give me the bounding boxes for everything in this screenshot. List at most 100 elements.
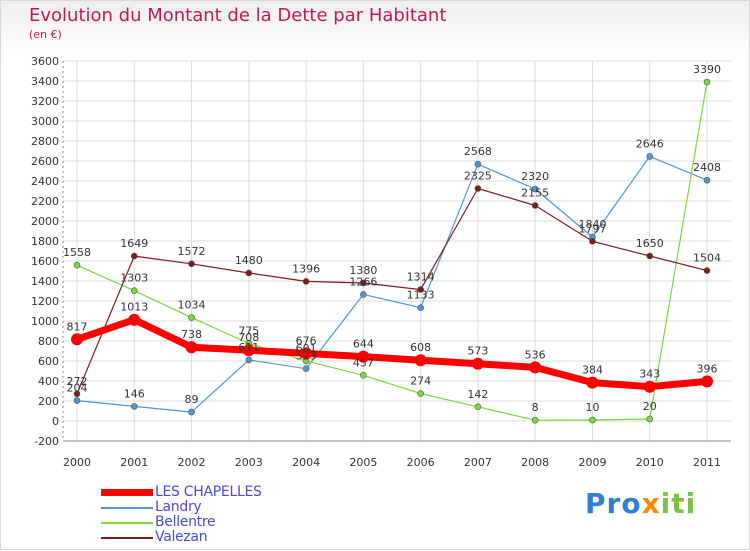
data-point (360, 291, 367, 298)
y-tick-label: 1800 (31, 235, 59, 248)
data-label: 1034 (178, 299, 206, 312)
legend-label: Bellentre (155, 514, 216, 530)
data-label: 8 (532, 401, 539, 414)
data-label: 274 (410, 375, 431, 388)
x-tick-label: 2004 (292, 456, 320, 469)
proxiti-logo: Proxiti (585, 487, 697, 520)
y-tick-label: 1200 (31, 295, 59, 308)
series-line-les-chapelles (75, 316, 708, 391)
legend-label: Valezan (155, 529, 208, 545)
x-tick-label: 2008 (521, 456, 549, 469)
data-label: 10 (585, 401, 599, 414)
data-point (73, 261, 81, 269)
data-point (646, 153, 654, 160)
data-point (71, 333, 83, 346)
x-tick-label: 2003 (235, 456, 263, 469)
data-point (300, 347, 313, 360)
x-tick-label: 2000 (63, 456, 91, 469)
data-label: 2155 (521, 187, 549, 200)
data-label: 611 (238, 341, 259, 354)
data-label: 457 (353, 356, 374, 369)
data-label: 1380 (349, 264, 377, 277)
data-point (130, 287, 138, 295)
y-tick-label: 3600 (31, 55, 59, 68)
x-tick-label: 2007 (464, 456, 492, 469)
data-point (531, 416, 539, 424)
data-label: 1840 (578, 218, 606, 231)
x-tick-label: 2010 (636, 456, 664, 469)
x-tick-label: 2001 (120, 456, 148, 469)
data-label: 523 (296, 350, 317, 363)
data-label: 2568 (464, 145, 492, 158)
y-tick-label: -200 (34, 435, 59, 448)
data-point (130, 252, 138, 260)
data-point (703, 176, 711, 184)
data-point (703, 78, 711, 86)
y-tick-label: 2600 (31, 155, 59, 168)
data-label: 396 (697, 362, 718, 375)
y-tick-label: 600 (38, 355, 59, 368)
y-tick-label: 2000 (31, 215, 59, 228)
data-point (529, 361, 542, 374)
data-label: 536 (525, 348, 546, 361)
data-point (474, 403, 482, 411)
data-point (245, 269, 253, 277)
data-point (701, 375, 713, 388)
data-point (417, 304, 424, 312)
y-tick-label: 1000 (31, 315, 59, 328)
chart-title: Evolution du Montant de la Dette par Hab… (29, 5, 447, 26)
data-label: 2320 (521, 170, 549, 183)
data-point (188, 260, 195, 268)
data-label: 142 (467, 388, 488, 401)
data-label: 2325 (464, 170, 492, 183)
data-label: 1303 (120, 272, 148, 285)
data-point (703, 267, 711, 274)
x-tick-label: 2009 (578, 456, 606, 469)
data-point (586, 376, 599, 389)
y-tick-label: 1600 (31, 255, 59, 268)
y-tick-label: 1400 (31, 275, 59, 288)
chart-subtitle: (en €) (29, 28, 62, 41)
data-point (474, 160, 482, 168)
data-label: 738 (181, 328, 202, 341)
data-label: 1133 (407, 289, 435, 302)
data-label: 775 (238, 325, 259, 338)
data-label: 1396 (292, 262, 320, 275)
y-tick-label: 3000 (31, 115, 59, 128)
legend-label: LES CHAPELLES (155, 484, 262, 500)
series-line-landry (76, 155, 708, 413)
data-label: 1649 (120, 237, 148, 250)
data-label: 2646 (636, 137, 664, 150)
y-tick-label: 2400 (31, 175, 59, 188)
data-point (73, 397, 81, 404)
series-line-valezan (76, 187, 708, 395)
x-tick-label: 2002 (178, 456, 206, 469)
y-tick-label: 3400 (31, 75, 59, 88)
data-point (531, 202, 539, 209)
data-label: 3390 (693, 63, 721, 76)
x-tick-label: 2005 (349, 456, 377, 469)
y-tick-label: 800 (38, 335, 59, 348)
data-label: 1558 (63, 246, 91, 259)
y-tick-label: 0 (52, 415, 59, 428)
legend-swatch (101, 522, 153, 524)
data-point (128, 313, 141, 326)
data-label: 1480 (235, 254, 263, 267)
data-point (474, 185, 482, 192)
data-point (188, 408, 195, 416)
data-label: 384 (582, 364, 603, 377)
data-label: 1266 (349, 275, 377, 288)
data-label: 1650 (636, 237, 664, 250)
data-label: 573 (467, 345, 488, 358)
data-point (417, 390, 424, 397)
data-label: 1504 (693, 252, 721, 265)
data-label: 2408 (693, 161, 721, 174)
data-point (360, 371, 367, 379)
data-point (130, 403, 138, 410)
legend-label: Landry (155, 499, 202, 515)
data-label: 601 (296, 342, 317, 355)
data-point (185, 341, 198, 354)
data-point (414, 354, 427, 367)
data-point (531, 185, 539, 193)
x-tick-label: 2011 (693, 456, 721, 469)
